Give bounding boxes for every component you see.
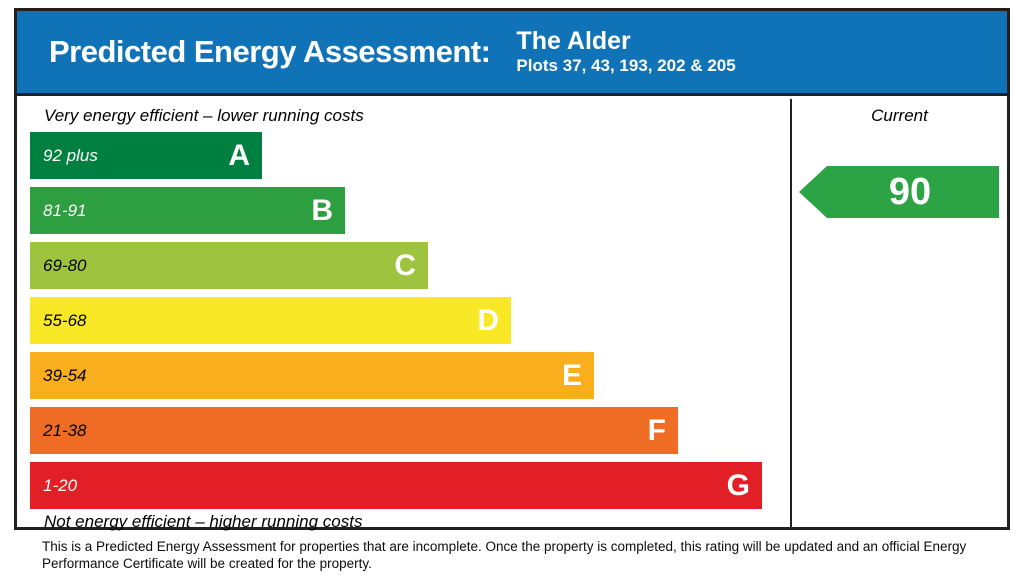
property-info: The Alder Plots 37, 43, 193, 202 & 205 [516, 26, 736, 76]
epc-band-d: 55-68 D [30, 297, 511, 344]
current-rating-column: Current 90 [792, 99, 1007, 527]
current-rating-arrow: 90 [799, 166, 999, 218]
epc-certificate: Predicted Energy Assessment: The Alder P… [14, 8, 1010, 531]
certificate-header: Predicted Energy Assessment: The Alder P… [17, 11, 1007, 96]
band-range-label: 69-80 [43, 255, 87, 275]
band-letter: E [561, 358, 582, 392]
band-range-label: 1-20 [43, 475, 78, 495]
epc-chart-area: Very energy efficient – lower running co… [17, 99, 1007, 531]
disclaimer-text: This is a Predicted Energy Assessment fo… [42, 539, 967, 571]
band-letter: F [647, 413, 666, 447]
bottom-caption: Not energy efficient – higher running co… [44, 512, 363, 531]
column-divider [790, 99, 792, 527]
epc-band-e: 39-54 E [30, 352, 594, 399]
epc-band-f: 21-38 F [30, 407, 678, 454]
epc-band-a: 92 plus A [30, 132, 262, 179]
page-title: Predicted Energy Assessment: [49, 34, 491, 69]
current-column-header: Current [871, 106, 928, 125]
property-name: The Alder [516, 26, 631, 55]
epc-band-b: 81-91 B [30, 187, 345, 234]
band-letter: B [311, 193, 333, 227]
property-plots: Plots 37, 43, 193, 202 & 205 [516, 56, 736, 76]
band-range-label: 39-54 [43, 365, 87, 385]
band-letter: A [228, 138, 250, 172]
band-letter: D [477, 303, 499, 337]
band-range-label: 55-68 [43, 310, 87, 330]
band-range-label: 92 plus [43, 145, 98, 165]
band-range-label: 81-91 [43, 200, 87, 220]
top-caption: Very energy efficient – lower running co… [44, 106, 364, 125]
epc-band-g: 1-20 G [30, 462, 762, 509]
band-letter: G [726, 468, 750, 502]
band-letter: C [394, 248, 416, 282]
epc-band-c: 69-80 C [30, 242, 428, 289]
epc-bands: 92 plus A 81-91 B 69-80 C 55-68 D 39-54 [30, 132, 762, 517]
current-rating-value: 90 [888, 170, 932, 213]
band-range-label: 21-38 [43, 420, 87, 440]
